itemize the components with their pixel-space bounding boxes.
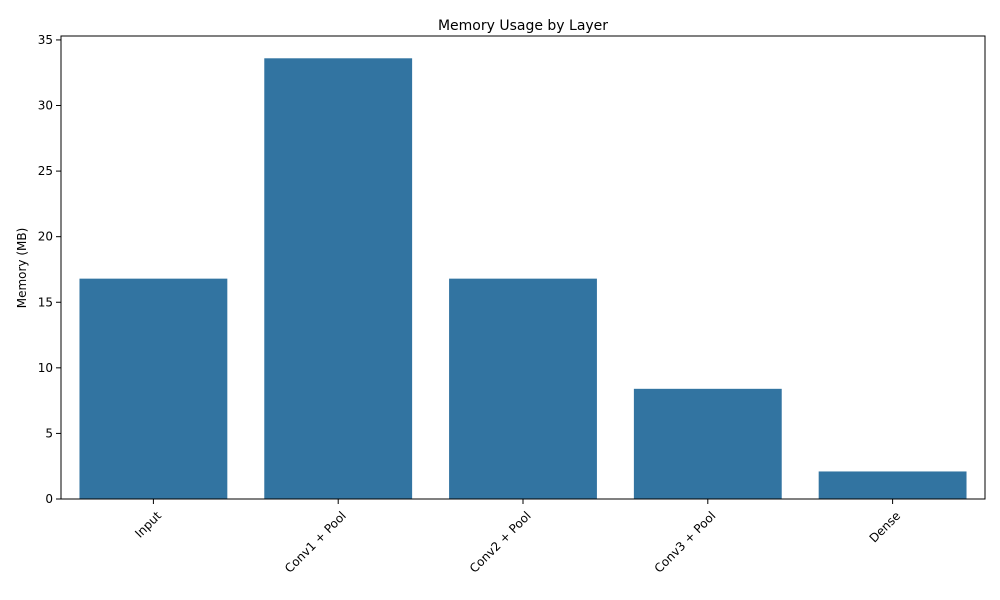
y-tick-label-6: 30	[38, 99, 53, 113]
y-axis-title: Memory (MB)	[15, 228, 29, 309]
bar-2	[449, 278, 597, 499]
y-tick-label-1: 5	[45, 426, 53, 440]
chart-title: Memory Usage by Layer	[438, 18, 608, 34]
x-tick-label-0: Input	[132, 508, 164, 540]
x-tick-label-1: Conv1 + Pool	[282, 509, 349, 576]
plot-border	[60, 35, 986, 500]
y-tick-label-3: 15	[38, 295, 53, 309]
bar-4	[818, 471, 967, 499]
y-tick-label-7: 35	[38, 33, 53, 47]
bar-3	[633, 388, 782, 499]
x-tick-label-2: Conv2 + Pool	[467, 509, 534, 576]
x-tick-label-4: Dense	[867, 509, 904, 546]
x-axis: Input Conv1 + Pool Conv2 + Pool Conv3 + Poo…	[132, 499, 903, 576]
bar-1	[264, 58, 413, 499]
x-tick-label-3: Conv3 + Pool	[652, 509, 719, 576]
y-tick-label-0: 0	[45, 492, 53, 506]
bars-group	[79, 58, 967, 499]
y-axis: 0 5 10 15 20 25 30 35	[38, 33, 61, 506]
y-tick-label-4: 20	[38, 230, 53, 244]
bar-0	[79, 278, 228, 499]
y-tick-label-2: 10	[38, 361, 53, 375]
plot-frame	[60, 35, 986, 500]
y-tick-label-5: 25	[38, 164, 53, 178]
